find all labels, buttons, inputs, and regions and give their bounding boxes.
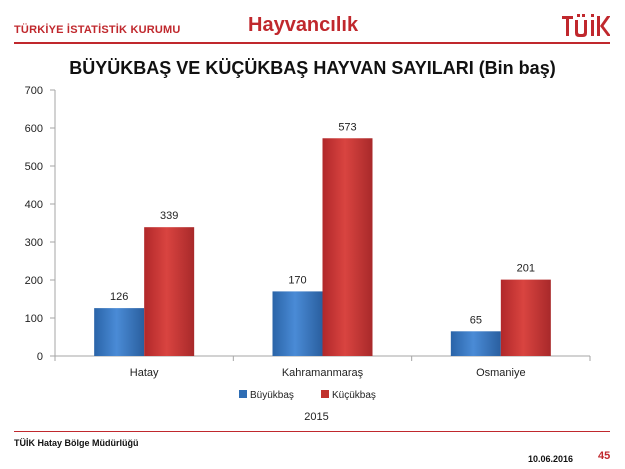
x-category-label: Hatay <box>130 367 159 379</box>
chart-title: BÜYÜKBAŞ VE KÜÇÜKBAŞ HAYVAN SAYILARI (Bi… <box>69 58 556 78</box>
bar-kucukbas <box>500 279 551 356</box>
y-tick-label: 500 <box>25 161 43 173</box>
data-label: 201 <box>517 263 535 275</box>
legend-label: Büyükbaş <box>250 390 294 401</box>
data-label: 126 <box>110 291 128 303</box>
bar-kucukbas <box>322 138 373 356</box>
legend-swatch <box>321 390 329 398</box>
page-number: 45 <box>598 450 611 462</box>
bar-chart: 0 100 200 300 400 500 600 700 Hatay 126 339 Kahrama… <box>25 85 591 423</box>
y-tick-label: 400 <box>25 199 43 211</box>
legend-label: Küçükbaş <box>332 390 376 401</box>
bar-buyukbas <box>94 308 145 356</box>
x-axis-title: 2015 <box>304 411 328 423</box>
footer-divider <box>14 431 610 432</box>
section-title: Hayvancılık <box>248 14 359 36</box>
data-label: 65 <box>470 314 482 326</box>
data-label: 170 <box>288 274 306 286</box>
organization-name: TÜRKİYE İSTATİSTİK KURUMU <box>14 24 181 36</box>
data-label: 339 <box>160 210 178 222</box>
footer-date: 10.06.2016 <box>528 454 574 464</box>
bar-buyukbas <box>450 331 501 356</box>
header-divider <box>14 42 610 44</box>
x-category-label: Kahramanmaraş <box>282 367 364 379</box>
tuik-logo <box>562 14 610 37</box>
bar-kucukbas <box>144 227 195 356</box>
legend-swatch <box>239 390 247 398</box>
y-tick-label: 0 <box>37 351 43 363</box>
regional-office: TÜİK Hatay Bölge Müdürlüğü <box>14 438 139 448</box>
data-label: 573 <box>338 121 356 133</box>
x-category-label: Osmaniye <box>476 367 526 379</box>
y-tick-label: 300 <box>25 237 43 249</box>
y-tick-label: 100 <box>25 313 43 325</box>
y-tick-label: 700 <box>25 85 43 97</box>
y-tick-label: 600 <box>25 123 43 135</box>
y-tick-label: 200 <box>25 275 43 287</box>
bar-buyukbas <box>272 291 323 356</box>
